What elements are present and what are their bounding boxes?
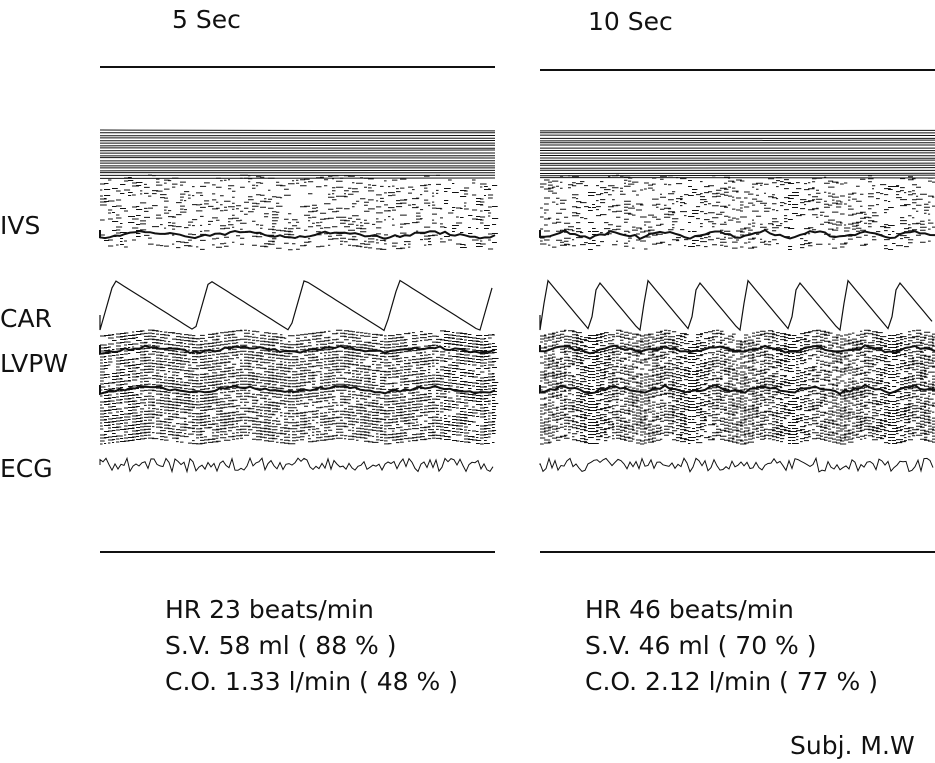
wall-contour [99,229,496,240]
wall-contour [539,228,935,240]
measurement: HR 46 beats/min [585,595,794,624]
wall-contour [539,344,935,355]
side-label: LVPW [0,349,68,378]
measurement: S.V. 58 ml ( 88 % ) [165,631,397,660]
echo-band [99,129,496,179]
measurement: HR 23 beats/min [165,595,374,624]
panel-title: 5 Sec [172,5,241,34]
measurement: C.O. 2.12 l/min ( 77 % ) [585,667,878,696]
measurement: S.V. 46 ml ( 70 % ) [585,631,817,660]
side-label: CAR [0,304,52,333]
panel-title: 10 Sec [588,7,673,36]
echo-band [539,129,935,179]
m-mode-traces [99,129,935,474]
speckle [100,329,499,445]
carotid-pulse [99,279,493,332]
side-label: IVS [0,211,40,240]
measurement: C.O. 1.33 l/min ( 48 % ) [165,667,458,696]
ecg-trace [539,456,934,473]
wall-contour [99,384,496,396]
speckle [100,174,499,251]
wall-contour [539,383,935,396]
speckle [540,174,935,250]
wall-contour [99,344,496,355]
subject-label: Subj. M.W [790,731,915,760]
ecg-trace [99,456,494,474]
side-label: ECG [0,454,53,483]
carotid-pulse [539,279,933,332]
speckle [540,329,935,445]
